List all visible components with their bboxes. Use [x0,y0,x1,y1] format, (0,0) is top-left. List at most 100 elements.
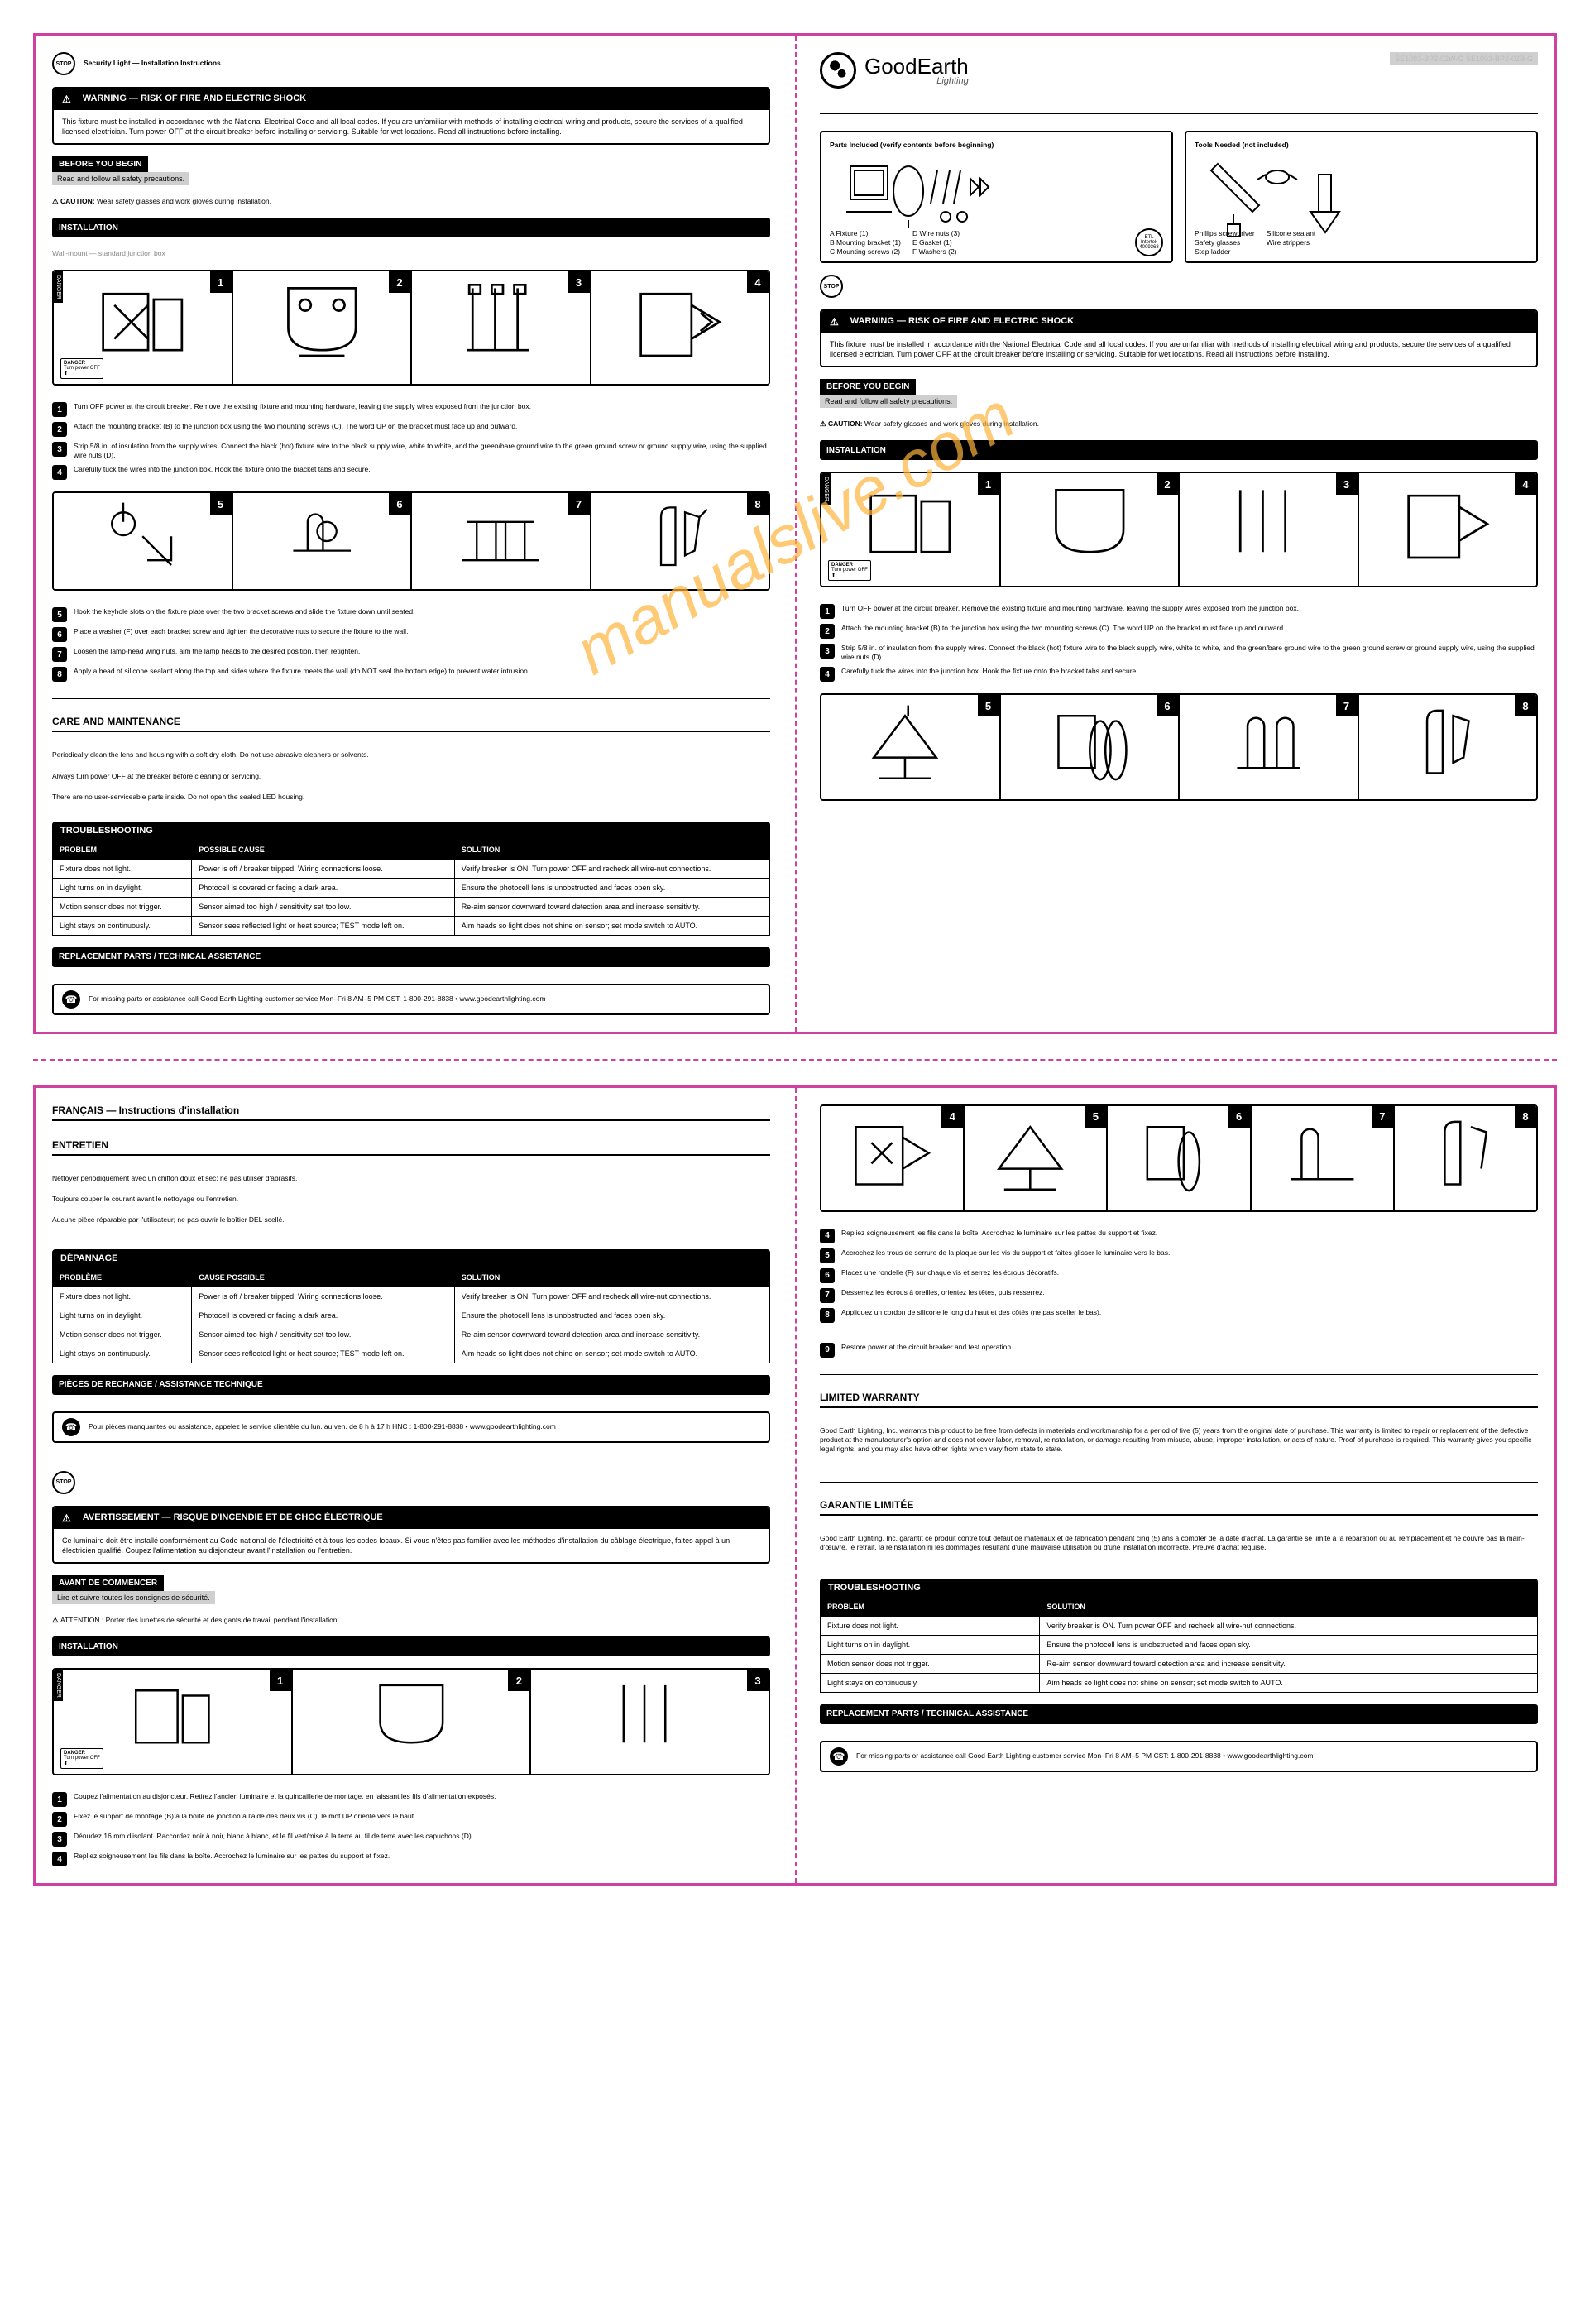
step-num-7: 7 [568,493,590,515]
step-bullet-5: 5 [52,607,67,622]
model-line: Security Light — Installation Instructio… [84,59,221,68]
step-num-1: 1 [210,271,232,293]
warranty-body: Good Earth Lighting, Inc. warrants this … [820,1426,1538,1454]
before-begin-label: BEFORE YOU BEGIN [52,156,148,172]
fr-bullet-4: 4 [52,1852,67,1866]
step-bullet-2-r: 2 [820,624,835,639]
fr-care-2: Toujours couper le courant avant le nett… [52,1195,770,1204]
tool-1: Phillips screwdriver [1195,229,1255,238]
install-heading-r: INSTALLATION [820,440,1538,460]
t2-r1-p: Fixture does not light. [821,1616,1040,1635]
t2-r1-s: Verify breaker is ON. Turn power OFF and… [1040,1616,1538,1635]
fr-warning-box: AVERTISSEMENT — RISQUE D'INCENDIE ET DE … [52,1506,770,1564]
fr-caution: ATTENTION : Porter des lunettes de sécur… [60,1616,339,1624]
install-sub: Wall-mount — standard junction box [52,249,770,258]
step-bullet-3-r: 3 [820,644,835,659]
step-num-6-r: 6 [1157,695,1178,716]
step-strip-top-r2: 4 5 6 7 8 [820,1104,1538,1212]
fr-num-3: 3 [747,1670,769,1691]
r2-step-8: Appliquez un cordon de silicone le long … [841,1308,1101,1323]
brand-sub: Lighting [936,77,969,86]
danger-label-r: DANGER [821,473,831,505]
caution-text-r: Wear safety glasses and work gloves duri… [864,419,1039,428]
fr-num-1: 1 [270,1670,291,1691]
sheet-1: manualslive.com STOP Security Light — In… [33,33,1557,1034]
step-text-2-r: Attach the mounting bracket (B) to the j… [841,624,1285,639]
step-num-8-r: 8 [1515,695,1536,716]
step-num-6: 6 [389,493,410,515]
step-text-3: Strip 5/8 in. of insulation from the sup… [74,442,770,460]
danger-tag-2r: Turn power OFF [831,568,868,573]
contact-row: ☎ For missing parts or assistance call G… [52,984,770,1015]
r2-bullet-6: 6 [820,1268,835,1283]
contact-row-2: ☎ For missing parts or assistance call G… [820,1741,1538,1772]
part-d: D Wire nuts (3) [912,229,984,238]
step-num-8: 8 [747,493,769,515]
step-text-6: Place a washer (F) over each bracket scr… [74,627,408,642]
r2-num-4: 4 [941,1106,963,1128]
fr-r2-p: Light turns on in daylight. [53,1306,192,1325]
globe-icon [820,52,856,89]
fr-th-2: CAUSE POSSIBLE [192,1267,454,1287]
phone-icon: ☎ [62,990,80,1009]
step-bullet-8: 8 [52,667,67,682]
step-text-1-r: Turn OFF power at the circuit breaker. R… [841,604,1299,619]
troubleshoot-heading: TROUBLESHOOTING [52,822,770,840]
t2-r3-s: Re-aim sensor downward toward detection … [1040,1654,1538,1673]
r2-bullet-7: 7 [820,1288,835,1303]
etl-badge-icon: ETL Intertek 4009368 [1135,228,1163,256]
step-bullet-4-r: 4 [820,667,835,682]
part-a: A Fixture (1) [830,229,901,238]
tr2-p: Light turns on in daylight. [53,878,192,897]
tools-title: Tools Needed (not included) [1195,141,1528,149]
step-num-5-r: 5 [978,695,999,716]
step-num-2: 2 [389,271,410,293]
step-bullet-1-r: 1 [820,604,835,619]
sheet-2: FRANÇAIS — Instructions d'installation E… [33,1085,1557,1886]
step-bullet-4: 4 [52,465,67,480]
r2-step-9: Restore power at the circuit breaker and… [841,1343,1013,1358]
fr-r2-s: Ensure the photocell lens is unobstructe… [454,1306,769,1325]
fr-bullet-1: 1 [52,1792,67,1807]
danger-tag-2: Turn power OFF [64,366,100,371]
step-strip-1: DANGER 1 DANGERTurn power OFF⬆ 2 3 4 [52,270,770,386]
step-text-4: Carefully tuck the wires into the juncti… [74,465,371,480]
r2-step-5: Accrochez les trous de serrure de la pla… [841,1248,1170,1263]
step-bullet-7: 7 [52,647,67,662]
fr-step-strip-1: DANGER 1 DANGERTurn power OFF⬆ 2 3 [52,1668,770,1775]
brand-text: GoodEarth [864,55,969,77]
model-code: SE1093-BP2-02W-G SE1093-BP2-02B-G [1390,52,1538,65]
fr-step-1: Coupez l'alimentation au disjoncteur. Re… [74,1792,496,1807]
r2-bullet-9: 9 [820,1343,835,1358]
th-problem: PROBLEM [53,840,192,859]
tr4-s: Aim heads so light does not shine on sen… [454,916,769,935]
step-strip-2-r: 5 6 7 8 [820,693,1538,801]
tr1-p: Fixture does not light. [53,859,192,878]
step-num-3: 3 [568,271,590,293]
fr-r1-p: Fixture does not light. [53,1287,192,1306]
r2-bullet-4: 4 [820,1229,835,1243]
fr-r3-s: Re-aim sensor downward toward detection … [454,1325,769,1344]
step-bullet-6: 6 [52,627,67,642]
step-text-3-r: Strip 5/8 in. of insulation from the sup… [841,644,1538,662]
fold-line-horizontal [33,1059,1557,1061]
fr-r1-c: Power is off / breaker tripped. Wiring c… [192,1287,454,1306]
step-text-2: Attach the mounting bracket (B) to the j… [74,422,517,437]
fr-before: AVANT DE COMMENCER [52,1575,164,1591]
step-num-3-r: 3 [1336,473,1358,495]
steps-2: 5Hook the keyhole slots on the fixture p… [52,607,770,682]
warning-box-r: WARNING — RISK OF FIRE AND ELECTRIC SHOC… [820,309,1538,367]
tool-2: Safety glasses [1195,238,1255,247]
fr-trouble-table: PROBLÈMECAUSE POSSIBLESOLUTION Fixture d… [52,1267,770,1363]
tools-panel: Tools Needed (not included) Phillips scr… [1185,131,1538,263]
contact-heading-2: REPLACEMENT PARTS / TECHNICAL ASSISTANCE [820,1704,1538,1724]
fr-install-heading: INSTALLATION [52,1636,770,1656]
th-cause: POSSIBLE CAUSE [192,840,454,859]
step-strip-1-r: DANGER 1 DANGERTurn power OFF⬆ 2 3 4 [820,472,1538,587]
right-column: GoodEarthLighting SE1093-BP2-02W-G SE109… [820,52,1538,1015]
fold-line-vertical [795,36,797,1032]
r2-num-8: 8 [1515,1106,1536,1128]
fr-contact-row: ☎ Pour pièces manquantes ou assistance, … [52,1411,770,1443]
th-solution: SOLUTION [454,840,769,859]
fr-r3-c: Sensor aimed too high / sensitivity set … [192,1325,454,1344]
